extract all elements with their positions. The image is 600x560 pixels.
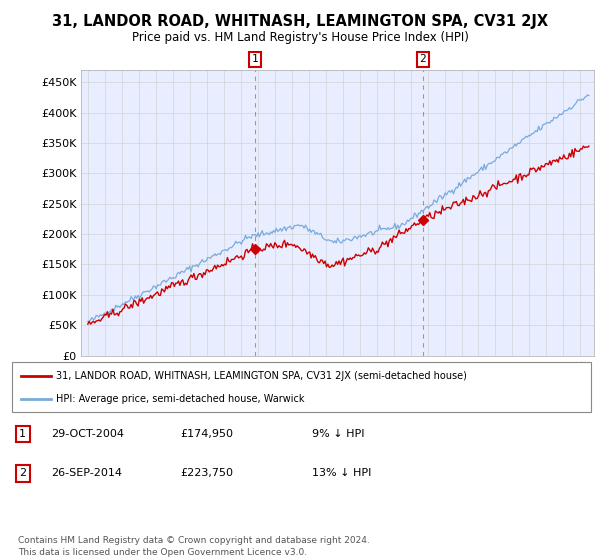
Text: 31, LANDOR ROAD, WHITNASH, LEAMINGTON SPA, CV31 2JX (semi-detached house): 31, LANDOR ROAD, WHITNASH, LEAMINGTON SP… — [56, 371, 467, 381]
Text: Price paid vs. HM Land Registry's House Price Index (HPI): Price paid vs. HM Land Registry's House … — [131, 31, 469, 44]
Text: 2: 2 — [419, 54, 427, 64]
Text: £223,750: £223,750 — [180, 468, 233, 478]
Text: 29-OCT-2004: 29-OCT-2004 — [51, 429, 124, 439]
Text: 31, LANDOR ROAD, WHITNASH, LEAMINGTON SPA, CV31 2JX: 31, LANDOR ROAD, WHITNASH, LEAMINGTON SP… — [52, 14, 548, 29]
Text: Contains HM Land Registry data © Crown copyright and database right 2024.
This d: Contains HM Land Registry data © Crown c… — [18, 536, 370, 557]
Text: 1: 1 — [251, 54, 258, 64]
Text: 13% ↓ HPI: 13% ↓ HPI — [312, 468, 371, 478]
Text: 26-SEP-2014: 26-SEP-2014 — [51, 468, 122, 478]
Text: 9% ↓ HPI: 9% ↓ HPI — [312, 429, 365, 439]
Text: £174,950: £174,950 — [180, 429, 233, 439]
Text: 2: 2 — [19, 468, 26, 478]
Text: HPI: Average price, semi-detached house, Warwick: HPI: Average price, semi-detached house,… — [56, 394, 304, 404]
Text: 1: 1 — [19, 429, 26, 439]
